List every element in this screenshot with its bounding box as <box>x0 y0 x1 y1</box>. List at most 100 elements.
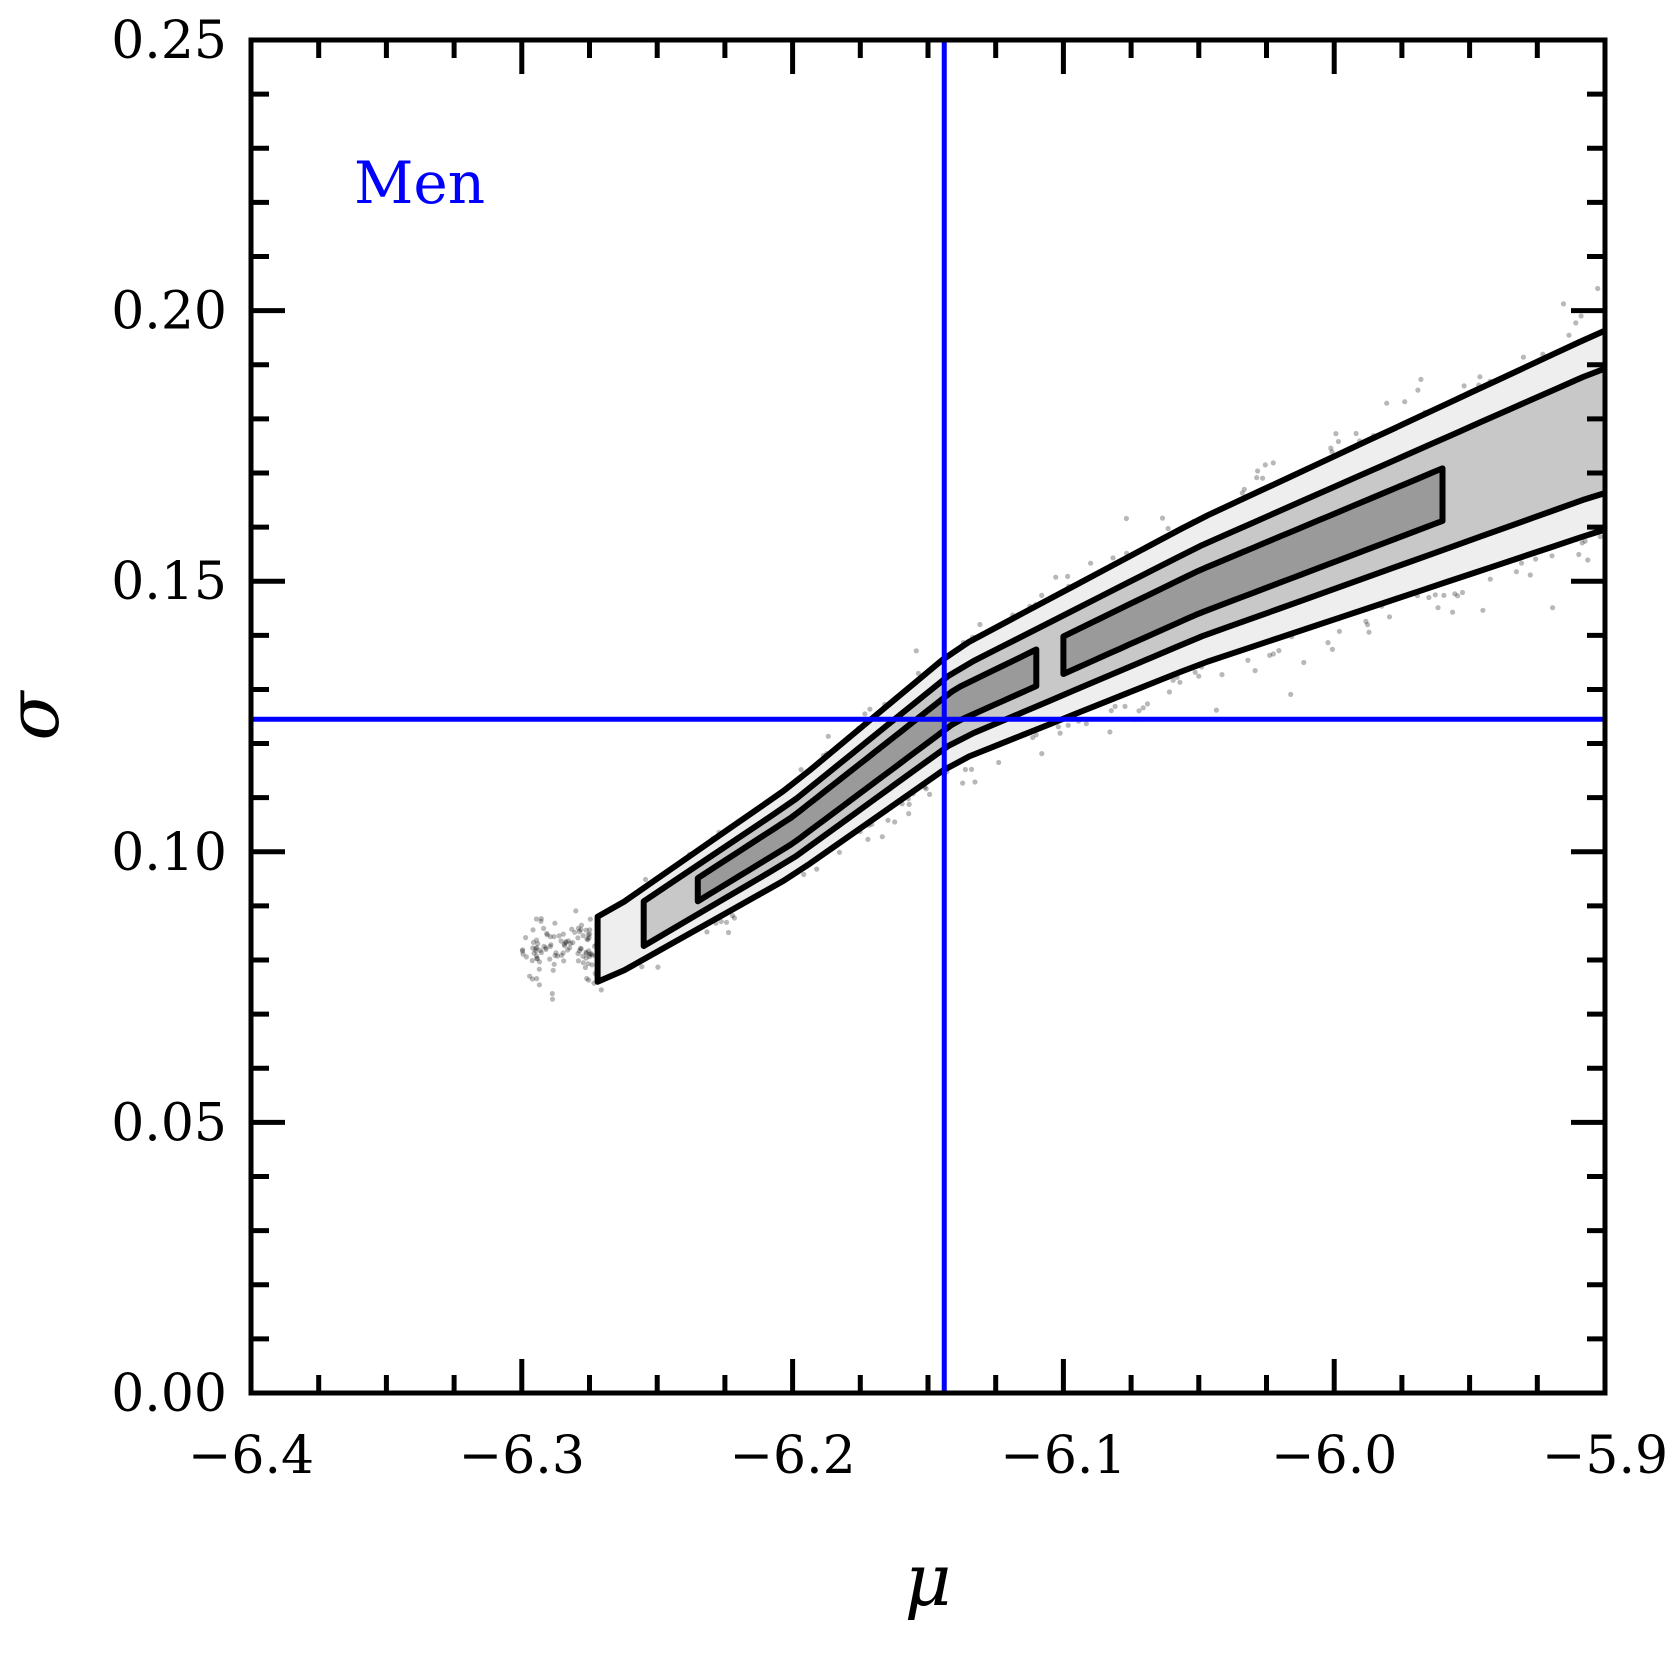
sample-point <box>1550 605 1556 611</box>
sample-point <box>576 929 583 935</box>
sample-point <box>1619 411 1624 416</box>
sample-point <box>1578 313 1584 319</box>
sample-point <box>1638 467 1643 472</box>
sample-point <box>1636 433 1641 438</box>
sample-point <box>1635 408 1640 413</box>
sample-point <box>801 871 807 878</box>
sample-point <box>1635 411 1640 416</box>
men-annotation: Men <box>354 149 485 217</box>
sample-point <box>538 949 545 956</box>
sample-point <box>534 945 540 951</box>
sample-point <box>1631 437 1636 442</box>
sample-point <box>1618 382 1623 387</box>
sample-point <box>913 648 919 654</box>
sample-point <box>729 913 736 919</box>
sample-point <box>1614 484 1619 489</box>
sample-point <box>906 811 912 817</box>
sample-point <box>1301 659 1307 666</box>
sample-point <box>1513 569 1519 575</box>
sample-point <box>588 951 594 957</box>
sample-point <box>1055 724 1061 730</box>
sample-point <box>1617 363 1622 368</box>
sample-point <box>1614 392 1619 397</box>
sample-point <box>598 987 604 993</box>
sample-point <box>519 948 526 954</box>
sample-point <box>1609 470 1614 475</box>
sample-point <box>1617 463 1622 468</box>
sample-point <box>541 925 547 932</box>
sample-point <box>1435 605 1441 611</box>
sample-point <box>580 953 586 959</box>
sample-point <box>1196 673 1202 679</box>
sample-point <box>1637 472 1642 477</box>
sample-point <box>562 943 568 949</box>
sample-point <box>1635 434 1640 439</box>
sample-point <box>1641 482 1646 487</box>
sample-point <box>520 947 526 953</box>
sample-point <box>862 711 868 717</box>
sample-point <box>1630 433 1635 438</box>
sample-point <box>589 962 595 968</box>
sample-point <box>527 973 533 979</box>
sample-point <box>1192 669 1198 675</box>
sample-point <box>1642 482 1647 487</box>
sample-point <box>1630 365 1635 370</box>
sample-point <box>1384 400 1390 406</box>
sample-point <box>1655 405 1660 410</box>
sample-point <box>1136 708 1142 714</box>
tick-labels: −6.4 −6.3 −6.2 −6.1 −6.0 −5.9 0.00 0.05 0.10 0.15… <box>111 11 1668 1486</box>
sample-point <box>1637 445 1642 450</box>
sample-point <box>1656 552 1661 557</box>
sample-point <box>567 945 573 951</box>
sample-point <box>534 955 540 962</box>
sample-point <box>536 966 542 972</box>
sample-point <box>1637 433 1642 438</box>
y-tick-label: 0.05 <box>111 1093 227 1153</box>
sample-point <box>1108 708 1114 714</box>
sample-point <box>577 945 584 952</box>
sample-point <box>1654 462 1659 467</box>
sample-point <box>1637 411 1642 416</box>
sample-point <box>1641 443 1646 448</box>
sample-point <box>1527 572 1533 578</box>
sample-point <box>587 931 593 937</box>
sample-point <box>1639 431 1644 436</box>
sample-point <box>544 930 550 937</box>
sample-point <box>1140 705 1146 711</box>
sample-point <box>1335 438 1341 445</box>
sample-point <box>1328 445 1334 451</box>
reference-lines <box>251 40 1605 1393</box>
sample-point <box>1560 301 1567 307</box>
sample-point <box>1639 483 1644 488</box>
sample-point <box>586 953 592 960</box>
sample-point <box>1655 410 1660 415</box>
sample-point <box>1640 458 1645 463</box>
sample-point <box>538 916 544 922</box>
sample-point <box>1629 306 1634 311</box>
sample-point <box>1655 477 1660 482</box>
sample-point <box>1648 451 1653 456</box>
sample-point <box>1276 648 1282 654</box>
sample-point <box>1626 412 1631 417</box>
sample-point <box>1620 535 1625 540</box>
sample-point <box>575 958 582 964</box>
sample-point <box>1628 395 1633 400</box>
sample-point <box>1628 506 1633 511</box>
contour-line <box>640 365 1605 949</box>
sample-point <box>589 952 595 958</box>
sample-point <box>923 786 929 792</box>
sample-point <box>1648 294 1653 299</box>
sample-point <box>1039 592 1045 599</box>
sample-point <box>1628 415 1633 420</box>
sample-point <box>1639 352 1644 357</box>
sample-point <box>1254 475 1260 481</box>
sample-point <box>1612 324 1617 329</box>
sample-point <box>1441 592 1447 599</box>
sample-point <box>587 927 593 933</box>
sample-point <box>1213 707 1219 713</box>
sample-point <box>1639 455 1644 460</box>
sample-point <box>1622 410 1627 415</box>
sample-point <box>1520 354 1526 360</box>
sample-point <box>570 940 576 946</box>
sample-point <box>575 925 582 931</box>
